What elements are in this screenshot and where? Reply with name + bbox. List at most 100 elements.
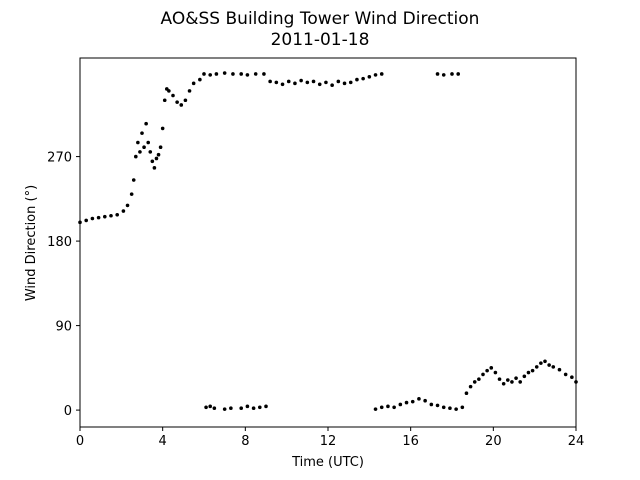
point (134, 154, 138, 159)
point (450, 72, 454, 76)
point (212, 406, 217, 411)
point (435, 72, 440, 76)
point (245, 404, 250, 409)
point (317, 82, 322, 87)
point (460, 405, 465, 410)
point (146, 140, 150, 145)
point (280, 82, 285, 87)
point (156, 152, 161, 157)
point (468, 384, 473, 389)
point (251, 406, 256, 411)
point (404, 400, 409, 405)
point (140, 131, 144, 135)
point (121, 209, 126, 213)
point (373, 407, 378, 411)
point (305, 80, 310, 85)
point (274, 80, 279, 85)
point (268, 79, 272, 84)
point (131, 178, 136, 182)
point (253, 72, 258, 76)
point (423, 398, 427, 403)
point (373, 73, 378, 77)
point (497, 377, 502, 381)
y-tick-label: 0 (64, 404, 72, 419)
point (493, 370, 498, 375)
point (386, 404, 390, 409)
point (574, 380, 578, 384)
point (167, 89, 171, 93)
point (530, 368, 535, 373)
point (336, 79, 341, 84)
point (410, 399, 415, 404)
point (361, 76, 365, 81)
point (109, 213, 113, 218)
point (547, 363, 551, 367)
point (435, 403, 440, 408)
point (367, 74, 372, 79)
point (379, 405, 384, 410)
point (481, 372, 485, 377)
point (563, 372, 568, 377)
point (489, 366, 494, 370)
point (342, 81, 347, 86)
chart-subtitle: 2011-01-18 (271, 30, 370, 50)
point (324, 80, 328, 85)
point (501, 382, 506, 386)
point (138, 150, 142, 154)
point (477, 377, 481, 381)
point (456, 72, 461, 76)
point (129, 192, 134, 196)
point (78, 220, 82, 225)
point (96, 215, 101, 220)
point (379, 72, 384, 76)
point (239, 72, 243, 76)
point (175, 100, 179, 104)
point (264, 404, 268, 409)
point (472, 380, 477, 384)
point (198, 77, 202, 82)
point (245, 73, 250, 77)
point (115, 213, 119, 217)
point (441, 405, 446, 410)
point (551, 365, 556, 369)
point (171, 93, 175, 98)
point (191, 81, 196, 86)
point (103, 214, 107, 219)
x-tick-label: 20 (485, 434, 502, 449)
point (570, 375, 574, 380)
point (231, 72, 235, 76)
point (208, 404, 212, 409)
point (348, 80, 353, 85)
y-axis-label: Wind Direction (°) (24, 185, 39, 301)
point (262, 72, 266, 76)
point (183, 98, 188, 103)
point (417, 397, 421, 401)
point (522, 374, 527, 379)
point (90, 216, 95, 221)
point (441, 73, 446, 77)
point (148, 150, 153, 154)
point (204, 405, 208, 410)
point (518, 380, 522, 384)
point (152, 166, 157, 170)
point (150, 159, 155, 164)
point (557, 367, 562, 372)
point (448, 406, 452, 411)
point (160, 126, 165, 131)
point (534, 365, 539, 369)
point (144, 121, 148, 126)
point (330, 83, 334, 88)
point (355, 77, 359, 82)
point (526, 370, 531, 375)
x-tick-label: 24 (568, 434, 585, 449)
point (162, 98, 167, 103)
point (543, 359, 547, 364)
x-axis-label: Time (UTC) (291, 455, 364, 470)
point (229, 406, 233, 411)
point (258, 405, 262, 410)
point (179, 103, 184, 107)
x-tick-label: 4 (159, 434, 167, 449)
point (510, 380, 514, 384)
point (154, 156, 159, 161)
